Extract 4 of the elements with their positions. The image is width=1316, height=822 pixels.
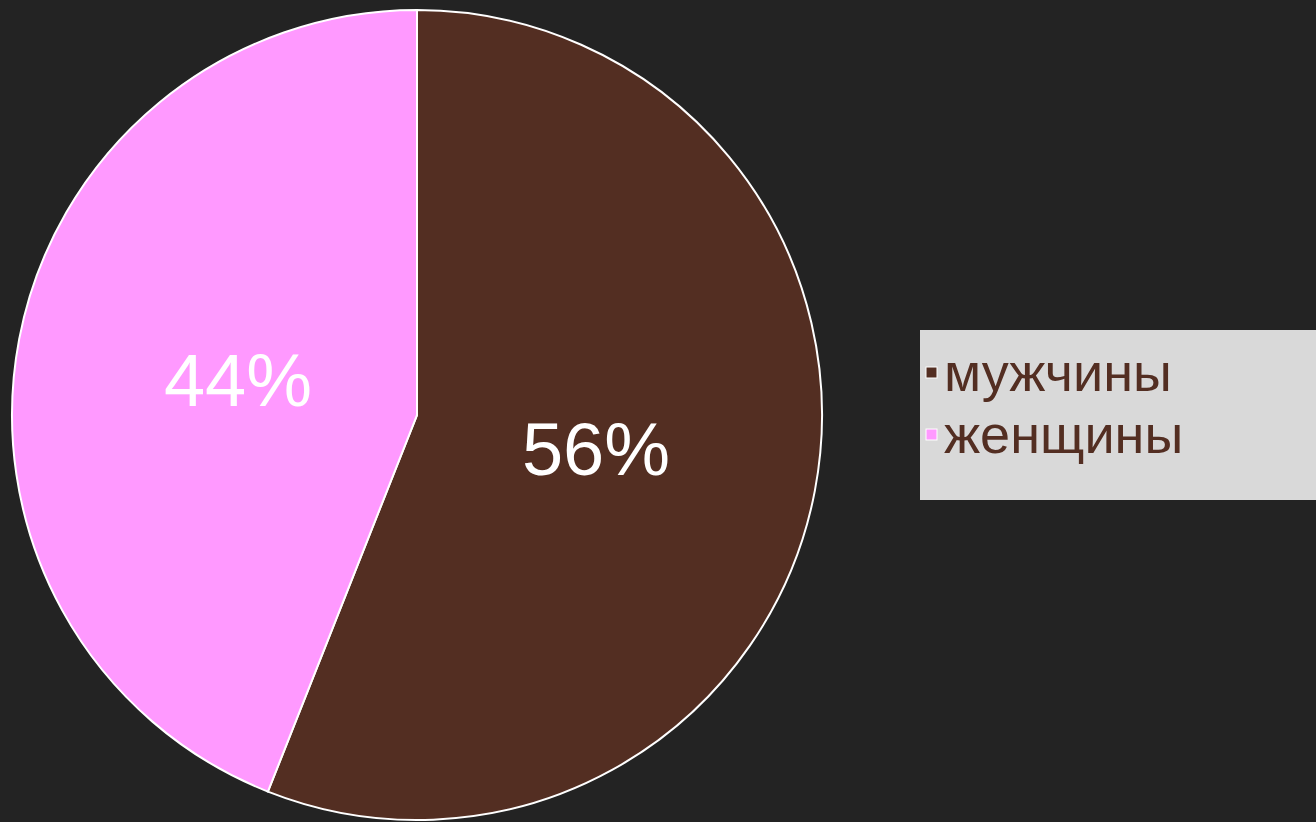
data-label: 56%: [521, 407, 671, 491]
data-label: 44%: [163, 339, 313, 423]
legend-label: женщины: [944, 404, 1184, 464]
legend-label: мужчины: [944, 342, 1172, 402]
